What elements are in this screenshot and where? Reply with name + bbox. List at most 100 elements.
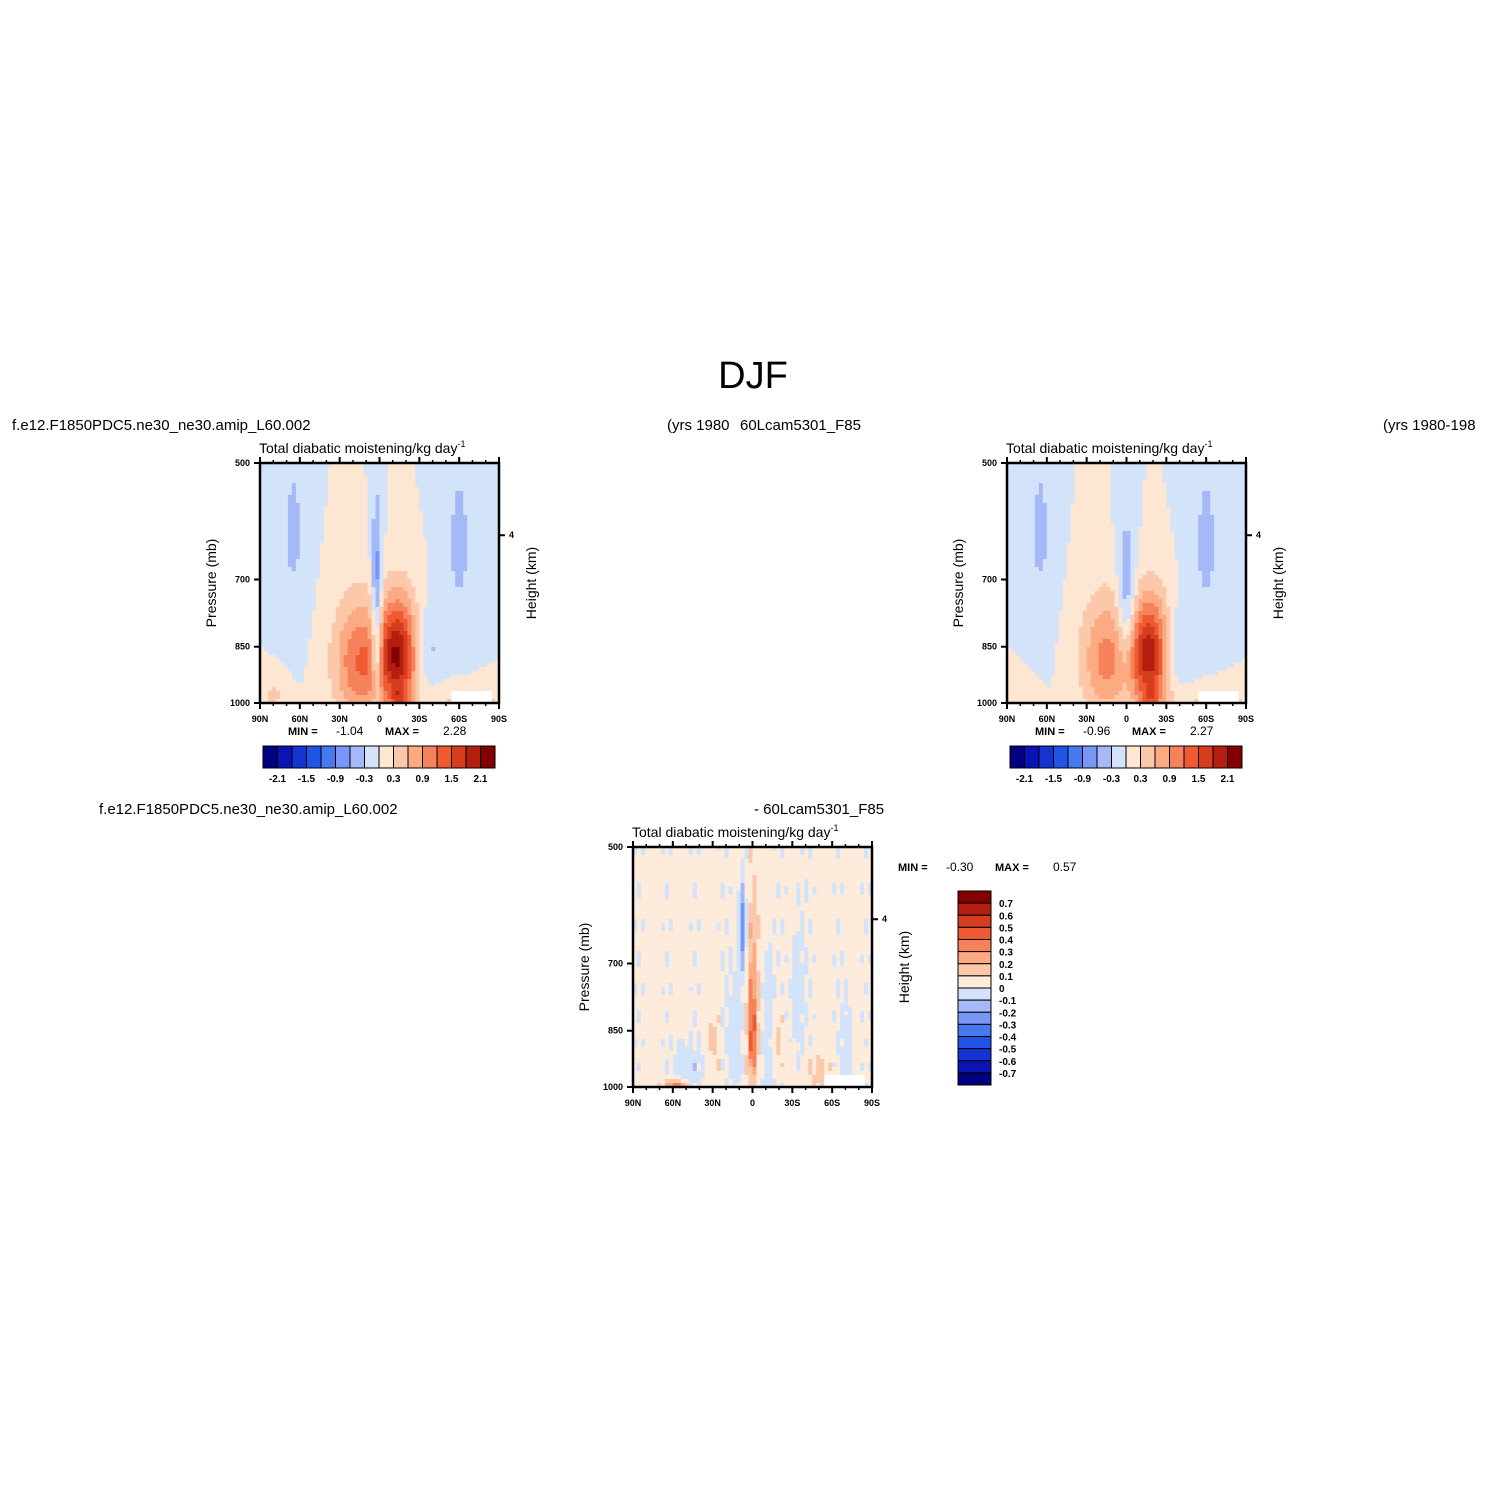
contour-cell [423, 499, 428, 504]
contour-cell [487, 623, 492, 628]
contour-cell [435, 663, 440, 668]
contour-cell [331, 659, 337, 664]
contour-cell [267, 631, 273, 636]
contour-cell [303, 675, 309, 680]
contour-cell [443, 627, 448, 632]
contour-cell [1238, 463, 1243, 468]
contour-cell [1022, 503, 1028, 508]
contour-cell [263, 623, 269, 628]
contour-cell [1142, 539, 1148, 544]
contour-cell [1238, 519, 1243, 524]
contour-cell [467, 539, 472, 544]
contour-cell [299, 547, 305, 552]
contour-cell [1226, 495, 1231, 500]
contour-cell [367, 575, 373, 580]
contour-cell [407, 599, 412, 604]
contour-cell [451, 655, 456, 660]
contour-cell [491, 591, 496, 596]
contour-cell [403, 559, 408, 564]
contour-cell [427, 511, 432, 516]
y-tick-label: 1000 [230, 698, 250, 708]
contour-cell [1010, 539, 1016, 544]
contour-cell [263, 691, 269, 696]
contour-cell [275, 463, 281, 468]
contour-cell [291, 683, 297, 688]
contour-cell [483, 683, 488, 688]
contour-cell [1198, 535, 1203, 540]
contour-cell [363, 515, 369, 520]
contour-cell [411, 519, 416, 524]
contour-cell [467, 643, 472, 648]
contour-cell [287, 687, 293, 692]
contour-cell [383, 567, 389, 572]
contour-cell [1022, 483, 1028, 488]
contour-cell [403, 699, 408, 704]
contour-cell [459, 555, 464, 560]
contour-cell [335, 503, 341, 508]
contour-cell [431, 687, 436, 692]
contour-cell [351, 531, 357, 536]
contour-cell [279, 499, 285, 504]
contour-cell [399, 595, 404, 600]
contour-cell [367, 471, 373, 476]
contour-cell [327, 647, 333, 652]
contour-cell [1034, 539, 1040, 544]
contour-cell [287, 479, 293, 484]
contour-cell [387, 539, 393, 544]
contour-cell [351, 631, 357, 636]
contour-cell [479, 467, 484, 472]
contour-cell [1102, 471, 1108, 476]
contour-cell [323, 543, 329, 548]
contour-cell [1146, 487, 1151, 492]
contour-cell [1042, 479, 1048, 484]
contour-cell [363, 699, 369, 704]
contour-cell [260, 663, 265, 668]
contour-cell [1022, 535, 1028, 540]
contour-cell [279, 507, 285, 512]
contour-cell [1014, 475, 1020, 480]
contour-cell [1238, 491, 1243, 496]
contour-cell [463, 551, 468, 556]
contour-cell [399, 535, 404, 540]
contour-cell [403, 563, 408, 568]
contour-cell [1010, 515, 1016, 520]
contour-cell [331, 519, 337, 524]
contour-cell [1022, 475, 1028, 480]
contour-cell [403, 551, 408, 556]
contour-cell [379, 519, 385, 524]
contour-cell [491, 667, 496, 672]
contour-cell [295, 579, 301, 584]
contour-cell [347, 503, 353, 508]
contour-cell [491, 523, 496, 528]
contour-cell [455, 587, 460, 592]
contour-cell [495, 575, 500, 580]
contour-cell [419, 675, 424, 680]
contour-cell [327, 667, 333, 672]
contour-cell [335, 643, 341, 648]
contour-cell [495, 547, 500, 552]
contour-cell [267, 467, 273, 472]
contour-cell [455, 487, 460, 492]
contour-cell [387, 647, 393, 652]
contour-cell [355, 543, 361, 548]
contour-cell [451, 495, 456, 500]
contour-cell [407, 555, 412, 560]
contour-cell [295, 655, 301, 660]
contour-cell [371, 671, 377, 676]
contour-cell [283, 495, 289, 500]
contour-cell [1038, 515, 1044, 520]
contour-cell [491, 571, 496, 576]
contour-cell [1134, 507, 1140, 512]
contour-cell [1078, 503, 1084, 508]
contour-cell [1234, 467, 1239, 472]
contour-cell [355, 463, 361, 468]
contour-cell [1210, 463, 1215, 468]
contour-cell [1078, 547, 1084, 552]
contour-cell [463, 499, 468, 504]
contour-cell [395, 639, 401, 644]
contour-cell [1050, 539, 1056, 544]
contour-cell [327, 519, 333, 524]
contour-cell [427, 567, 432, 572]
contour-cell [1030, 475, 1036, 480]
contour-cell [459, 507, 464, 512]
